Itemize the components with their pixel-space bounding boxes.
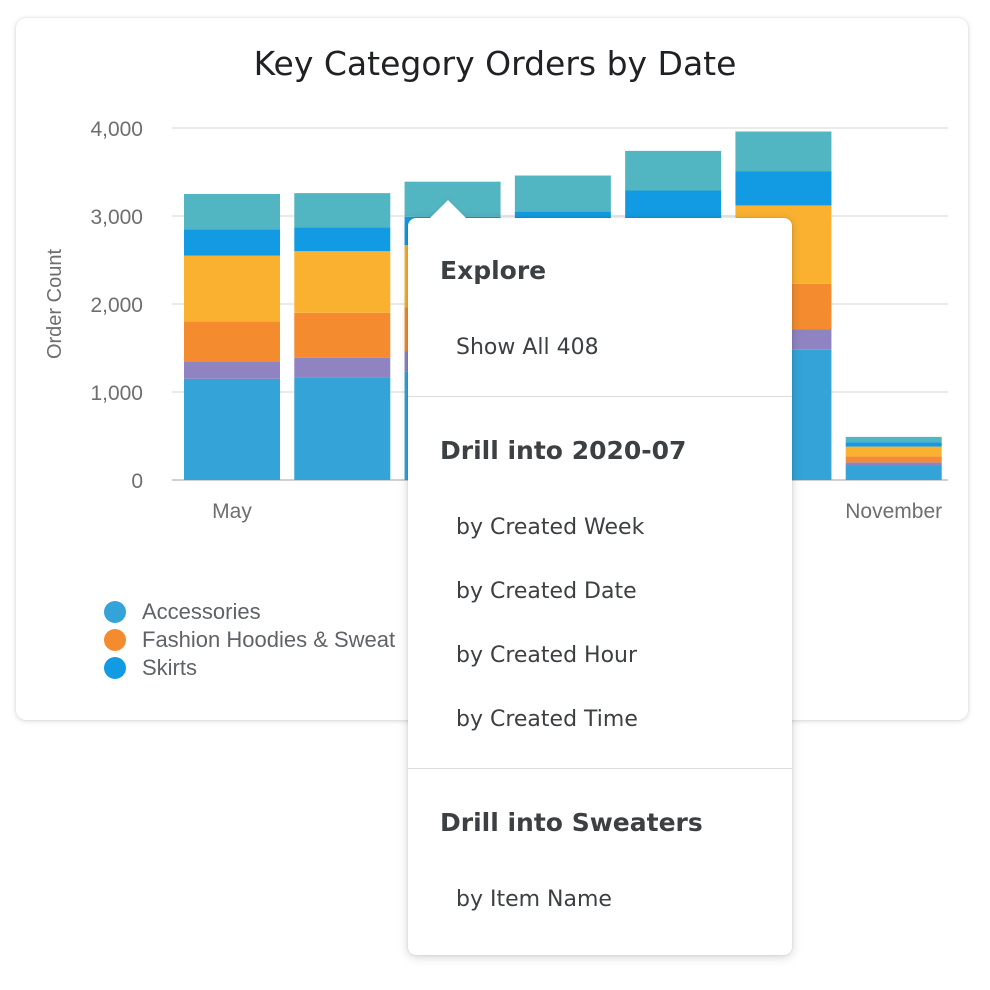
legend-label: Fashion Hoodies & Sweat <box>142 627 396 652</box>
popover-arrow <box>428 200 468 220</box>
legend-swatch <box>104 601 126 623</box>
chart-title: Key Category Orders by Date <box>253 44 737 83</box>
bar-segment[interactable] <box>184 194 280 230</box>
bar-segment[interactable] <box>294 193 391 228</box>
bar-segment[interactable] <box>845 442 942 447</box>
bar-segment[interactable] <box>625 150 722 191</box>
drill-created-hour[interactable]: by Created Hour <box>456 643 638 668</box>
bar-segment[interactable] <box>735 131 832 172</box>
bar-segment[interactable] <box>184 255 280 322</box>
bar-segment[interactable] <box>845 446 942 457</box>
y-tick-label: 4,000 <box>90 118 143 141</box>
bar-segment[interactable] <box>184 229 280 256</box>
bar-segment[interactable] <box>184 321 280 362</box>
legend-item-fashion-hoodies[interactable]: Fashion Hoodies & Sweat <box>104 626 395 654</box>
drill-category-heading: Drill into Sweaters <box>440 808 703 837</box>
bar-segment[interactable] <box>845 465 942 480</box>
bar-segment[interactable] <box>845 456 942 463</box>
bar-segment[interactable] <box>845 462 942 466</box>
bar-segment[interactable] <box>184 361 280 379</box>
y-tick-label: 1,000 <box>90 382 143 405</box>
legend-swatch <box>104 629 126 651</box>
drill-menu-popover <box>408 218 792 955</box>
y-axis-title: Order Count <box>44 249 66 359</box>
bar-segment[interactable] <box>184 378 280 480</box>
legend-label: Accessories <box>142 599 261 624</box>
bar-segment[interactable] <box>294 227 391 252</box>
legend-item-accessories[interactable]: Accessories <box>104 598 395 626</box>
bar-segment[interactable] <box>294 357 391 378</box>
y-tick-label: 2,000 <box>90 294 143 317</box>
explore-heading: Explore <box>440 256 547 285</box>
bar-segment[interactable] <box>294 377 391 480</box>
chart-legend: Accessories Fashion Hoodies & Sweat Skir… <box>104 598 395 682</box>
show-all-link[interactable]: Show All 408 <box>456 335 599 360</box>
bar-segment[interactable] <box>845 436 942 443</box>
menu-divider <box>408 396 792 397</box>
bar-segment[interactable] <box>294 312 391 358</box>
legend-label: Skirts <box>142 655 197 680</box>
bar-segment[interactable] <box>294 251 391 313</box>
drill-item-name[interactable]: by Item Name <box>456 887 612 912</box>
menu-divider <box>408 768 792 769</box>
y-tick-label: 0 <box>131 470 143 493</box>
x-tick-label: November <box>845 500 942 523</box>
drill-created-week[interactable]: by Created Week <box>456 515 645 540</box>
legend-swatch <box>104 657 126 679</box>
bar-segment[interactable] <box>735 171 832 206</box>
drill-created-time[interactable]: by Created Time <box>456 707 638 732</box>
x-tick-label: May <box>212 500 252 523</box>
drill-date-heading: Drill into 2020-07 <box>440 436 687 465</box>
legend-item-skirts[interactable]: Skirts <box>104 654 395 682</box>
drill-created-date[interactable]: by Created Date <box>456 579 637 604</box>
bar-segment[interactable] <box>625 190 722 220</box>
bar-segment[interactable] <box>514 175 611 212</box>
y-tick-label: 3,000 <box>90 206 143 229</box>
